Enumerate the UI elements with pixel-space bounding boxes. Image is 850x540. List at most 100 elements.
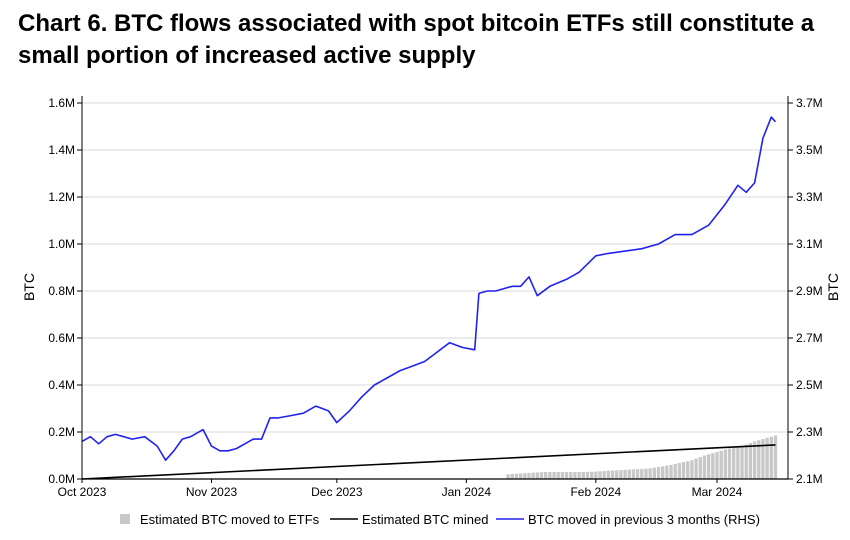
right-tick-label: 3.3M xyxy=(796,190,823,204)
etf-bar xyxy=(589,471,594,479)
etf-bar xyxy=(773,435,778,479)
etf-bar xyxy=(644,468,648,479)
right-axis-label: BTC xyxy=(825,273,841,301)
etf-bar xyxy=(648,468,652,479)
etf-bar xyxy=(640,468,644,479)
etf-bar xyxy=(706,454,711,479)
etf-bar xyxy=(594,471,598,479)
etf-bar xyxy=(744,444,748,479)
etf-bar xyxy=(523,473,527,479)
left-axis-label: BTC xyxy=(21,273,37,301)
etf-bar xyxy=(681,462,686,479)
etf-bar xyxy=(631,469,636,479)
etf-bar xyxy=(661,466,665,479)
right-tick-label: 2.7M xyxy=(796,331,823,345)
left-tick-label: 1.4M xyxy=(48,143,75,157)
moved-line xyxy=(81,116,777,461)
etf-bar xyxy=(531,472,535,479)
left-tick-label: 1.2M xyxy=(48,190,75,204)
etf-bar xyxy=(761,439,765,479)
etf-bar xyxy=(702,455,707,479)
etf-bar xyxy=(686,461,690,479)
etf-bar xyxy=(506,474,510,479)
left-tick-label: 1.0M xyxy=(48,237,75,251)
etf-bar xyxy=(673,463,677,479)
etf-bar xyxy=(736,446,740,479)
x-tick-label: Nov 2023 xyxy=(186,485,238,499)
legend-label-moved: BTC moved in previous 3 months (RHS) xyxy=(528,512,760,527)
legend-label-etf: Estimated BTC moved to ETFs xyxy=(140,512,320,527)
legend-swatch-etf xyxy=(120,514,130,524)
etf-bar xyxy=(610,470,615,479)
etf-bar xyxy=(740,446,744,479)
etf-bar xyxy=(602,471,606,479)
etf-bar xyxy=(765,437,769,479)
etf-bar xyxy=(560,471,565,479)
etf-bar xyxy=(635,469,640,479)
x-tick-label: Dec 2023 xyxy=(311,485,363,499)
etf-bar xyxy=(573,471,577,479)
etf-bar xyxy=(556,471,560,479)
etf-bar xyxy=(518,473,523,479)
etf-bar xyxy=(757,440,761,479)
left-tick-label: 0.8M xyxy=(48,284,75,298)
etf-bar xyxy=(569,471,573,479)
etf-bar xyxy=(698,457,702,479)
x-tick-label: Mar 2024 xyxy=(692,485,743,499)
etf-bar xyxy=(514,473,519,479)
etf-bar xyxy=(694,458,698,479)
etf-bar xyxy=(564,471,569,479)
right-ticks: 2.1M 2.3M 2.5M 2.7M 2.9M 3.1M 3.3M 3.5M 3.7M xyxy=(788,96,823,486)
x-tick-label: Oct 2023 xyxy=(58,485,107,499)
etf-bar xyxy=(552,471,556,479)
etf-bar xyxy=(606,470,611,479)
etf-bar xyxy=(577,471,581,479)
left-ticks: 0.0M 0.2M 0.4M 0.6M 0.8M 1.0M 1.2M 1.4M 1.6M xyxy=(48,96,82,486)
right-tick-label: 2.3M xyxy=(796,425,823,439)
etf-bar xyxy=(665,465,669,479)
etf-bar xyxy=(669,464,673,479)
left-tick-label: 0.6M xyxy=(48,331,75,345)
etf-bar xyxy=(732,447,736,479)
etf-bar xyxy=(652,467,656,479)
etf-bar xyxy=(548,471,552,479)
etf-bar xyxy=(719,450,723,479)
etf-bars xyxy=(506,435,778,479)
etf-bar xyxy=(615,470,619,479)
etf-bar xyxy=(715,451,719,479)
etf-bar xyxy=(623,469,627,479)
gridlines xyxy=(82,102,788,433)
x-ticks: Oct 2023 Nov 2023 Dec 2023 Jan 2024 Feb 2024… xyxy=(58,479,743,499)
etf-bar xyxy=(539,472,544,479)
left-tick-label: 0.2M xyxy=(48,425,75,439)
etf-bar xyxy=(544,471,548,479)
etf-bar xyxy=(769,436,773,479)
right-tick-label: 3.7M xyxy=(796,96,823,110)
left-tick-label: 1.6M xyxy=(48,96,75,110)
etf-bar xyxy=(627,469,631,479)
right-tick-label: 3.1M xyxy=(796,237,823,251)
etf-bar xyxy=(510,474,514,479)
etf-bar xyxy=(585,471,590,479)
etf-bar xyxy=(598,471,602,479)
left-tick-label: 0.4M xyxy=(48,378,75,392)
etf-bar xyxy=(581,471,585,479)
etf-bar xyxy=(535,472,540,479)
etf-bar xyxy=(527,472,531,479)
chart-title: Chart 6. BTC flows associated with spot … xyxy=(18,10,815,69)
x-tick-label: Jan 2024 xyxy=(442,485,492,499)
etf-bar xyxy=(752,441,757,479)
left-tick-label: 0.0M xyxy=(48,472,75,486)
right-tick-label: 3.5M xyxy=(796,143,823,157)
etf-bar xyxy=(656,467,661,479)
etf-bar xyxy=(748,442,753,479)
etf-bar xyxy=(727,448,732,479)
legend: Estimated BTC moved to ETFs Estimated BT… xyxy=(120,512,760,527)
etf-bar xyxy=(690,460,694,479)
etf-bar xyxy=(711,453,715,479)
mined-line xyxy=(81,444,776,480)
x-tick-label: Feb 2024 xyxy=(570,485,621,499)
legend-label-mined: Estimated BTC mined xyxy=(362,512,488,527)
etf-bar xyxy=(723,449,728,479)
